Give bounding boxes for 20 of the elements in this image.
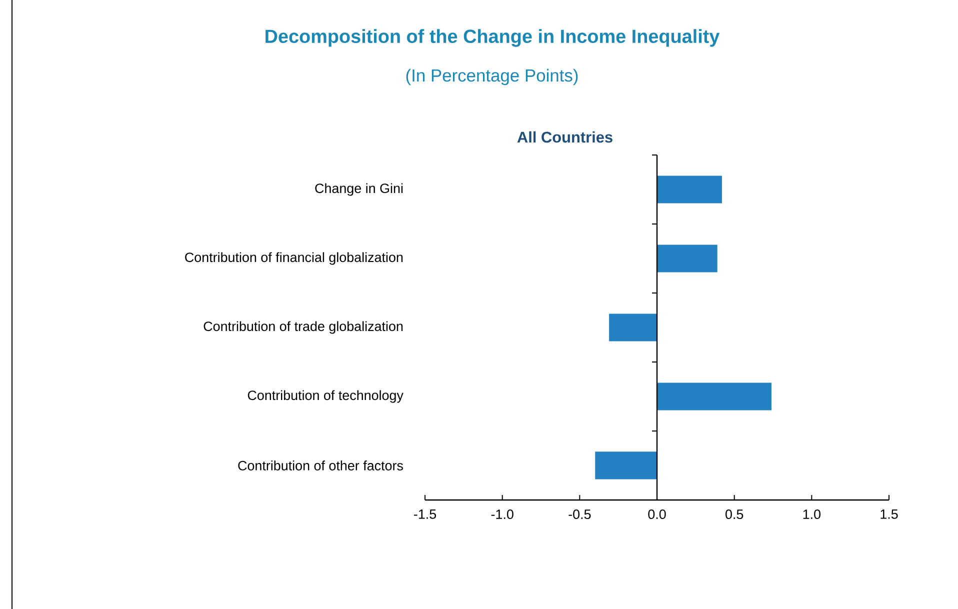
bar xyxy=(609,314,658,342)
x-tick-label: 0.0 xyxy=(648,510,666,520)
bar xyxy=(657,382,772,410)
chart-title: Decomposition of the Change in Income Inequality xyxy=(266,29,720,47)
y-tick-label: Contribution of other factors xyxy=(238,460,403,470)
x-tick-label: -0.5 xyxy=(568,510,591,520)
y-tick-label: Contribution of financial globalization xyxy=(185,252,403,265)
x-tick-label: -1.0 xyxy=(491,510,514,520)
x-tick-label: -1.5 xyxy=(414,510,436,519)
bar xyxy=(657,244,718,272)
x-tick-label: 0.5 xyxy=(726,510,744,520)
x-tick-label: 1.5 xyxy=(880,510,898,519)
bar xyxy=(657,176,722,204)
y-tick-label: Contribution of trade globalization xyxy=(204,321,403,334)
text: All Countries xyxy=(517,131,612,143)
x-tick-label: 1.0 xyxy=(803,510,820,520)
bar xyxy=(595,452,658,480)
chart-subtitle: (In Percentage Points) xyxy=(406,68,578,86)
y-tick-label: Contribution of technology xyxy=(248,390,404,403)
y-tick-label: Change in Gini xyxy=(315,183,403,196)
